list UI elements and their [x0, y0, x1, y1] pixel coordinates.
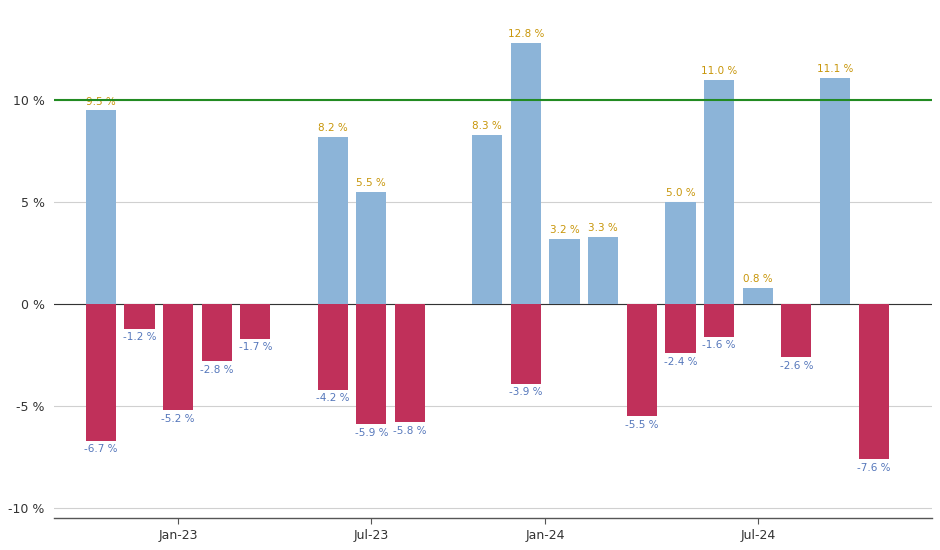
Text: -1.2 %: -1.2 %	[123, 332, 156, 342]
Bar	[202, 304, 232, 361]
Text: -1.7 %: -1.7 %	[239, 343, 273, 353]
Text: -2.6 %: -2.6 %	[779, 361, 813, 371]
Text: 11.0 %: 11.0 %	[701, 66, 737, 76]
Text: -1.6 %: -1.6 %	[702, 340, 736, 350]
Bar	[820, 78, 850, 304]
Bar	[743, 288, 773, 304]
Text: -5.5 %: -5.5 %	[625, 420, 659, 430]
Text: -4.2 %: -4.2 %	[316, 393, 350, 403]
Bar	[86, 304, 116, 441]
Bar	[781, 304, 811, 357]
Bar	[588, 237, 619, 304]
Bar	[666, 304, 696, 353]
Bar	[241, 304, 271, 339]
Text: -7.6 %: -7.6 %	[857, 463, 890, 473]
Bar	[666, 202, 696, 304]
Text: 3.2 %: 3.2 %	[550, 225, 579, 235]
Text: -6.7 %: -6.7 %	[84, 444, 118, 454]
Text: -5.2 %: -5.2 %	[162, 414, 195, 424]
Text: 9.5 %: 9.5 %	[86, 97, 116, 107]
Text: 8.3 %: 8.3 %	[473, 121, 502, 131]
Text: -2.4 %: -2.4 %	[664, 357, 697, 367]
Bar	[550, 239, 580, 304]
Text: 3.3 %: 3.3 %	[588, 223, 619, 233]
Bar	[510, 304, 540, 384]
Text: 5.0 %: 5.0 %	[666, 189, 696, 199]
Bar	[704, 304, 734, 337]
Bar	[356, 304, 386, 425]
Text: -2.8 %: -2.8 %	[200, 365, 233, 375]
Text: 0.8 %: 0.8 %	[743, 274, 773, 284]
Bar	[704, 80, 734, 304]
Text: -3.9 %: -3.9 %	[509, 387, 542, 397]
Bar	[124, 304, 154, 328]
Bar	[472, 135, 502, 304]
Text: 11.1 %: 11.1 %	[817, 64, 854, 74]
Text: 5.5 %: 5.5 %	[356, 178, 386, 188]
Bar	[858, 304, 889, 459]
Bar	[163, 304, 193, 410]
Text: 12.8 %: 12.8 %	[508, 29, 544, 40]
Bar	[627, 304, 657, 416]
Bar	[510, 43, 540, 304]
Bar	[395, 304, 425, 422]
Bar	[318, 137, 348, 304]
Text: -5.9 %: -5.9 %	[354, 428, 388, 438]
Text: 8.2 %: 8.2 %	[318, 123, 348, 133]
Bar	[356, 192, 386, 304]
Bar	[318, 304, 348, 390]
Bar	[86, 111, 116, 304]
Text: -5.8 %: -5.8 %	[393, 426, 427, 436]
